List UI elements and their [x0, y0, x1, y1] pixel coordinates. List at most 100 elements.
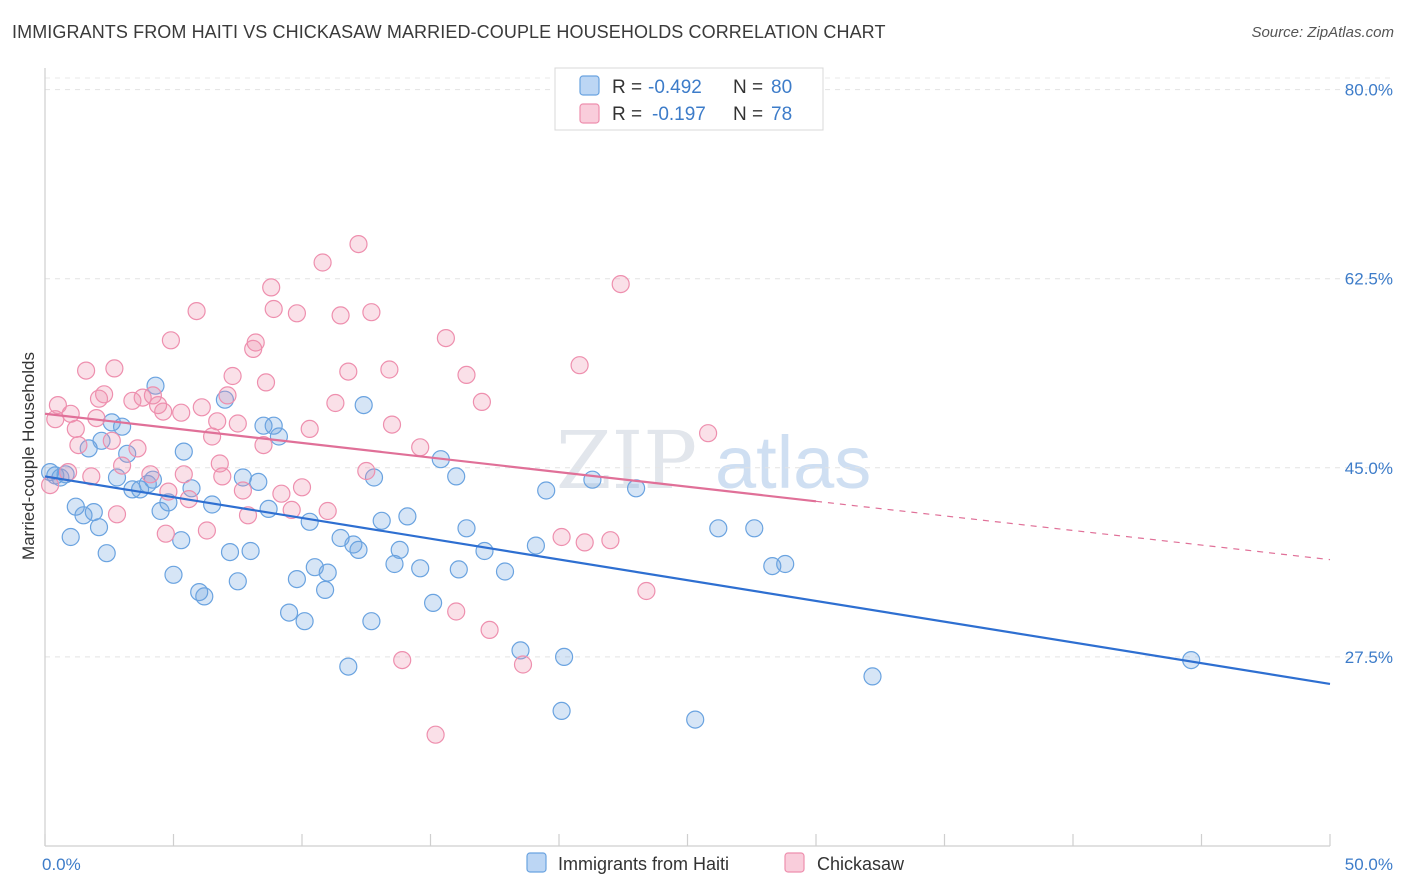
legend-bottom-swatch-haiti	[526, 852, 547, 873]
chickasaw-point-31	[197, 521, 216, 540]
haiti-point-9	[89, 518, 109, 537]
haiti-point-24	[174, 442, 193, 461]
haiti-point-27	[195, 587, 214, 606]
chickasaw-trend-extension	[815, 500, 1331, 561]
chickasaw-point-76	[698, 424, 718, 443]
chickasaw-point-66	[447, 602, 466, 621]
chickasaw-point-17	[128, 439, 147, 458]
haiti-point-34	[249, 472, 268, 491]
chickasaw-point-73	[575, 533, 594, 552]
chickasaw-point-11	[94, 385, 114, 404]
chickasaw-point-71	[552, 527, 571, 547]
haiti-point-35	[254, 416, 273, 435]
chickasaw-point-65	[436, 329, 455, 348]
chickasaw-point-7	[76, 361, 96, 380]
chickasaw-point-75	[637, 581, 656, 601]
haiti-point-54	[385, 554, 404, 574]
haiti-point-36	[259, 499, 278, 518]
trend-lines	[44, 412, 1331, 686]
legend-n-value-chickasaw: 78	[771, 104, 792, 125]
y-axis-label: Married-couple Households	[19, 352, 38, 560]
chickasaw-point-48	[282, 500, 301, 519]
haiti-point-65	[511, 641, 530, 660]
chickasaw-point-44	[256, 373, 276, 392]
y-tick-label-3: 80.0%	[1345, 81, 1393, 100]
haiti-point-4	[61, 527, 80, 547]
haiti-point-66	[526, 536, 546, 555]
haiti-point-58	[424, 593, 443, 613]
chickasaw-point-69	[480, 620, 499, 640]
chickasaw-point-23	[156, 524, 175, 543]
chickasaw-point-25	[161, 331, 180, 350]
chickasaw-trend-line	[44, 412, 817, 503]
x-tick-label-min: 0.0%	[42, 855, 81, 874]
legend-r-value-haiti: -0.492	[648, 77, 702, 98]
chickasaw-point-39	[233, 481, 252, 500]
chickasaw-point-4	[61, 404, 80, 423]
chickasaw-point-20	[143, 386, 162, 405]
legend-n-label-haiti: N =	[733, 77, 763, 98]
chickasaw-point-55	[331, 306, 350, 325]
watermark-atlas: atlas	[715, 421, 871, 504]
haiti-point-39	[280, 603, 299, 622]
chickasaw-point-5	[66, 419, 85, 438]
haiti-point-61	[449, 560, 468, 579]
haiti-point-55	[390, 540, 409, 560]
chickasaw-point-56	[339, 362, 358, 381]
chickasaw-point-49	[287, 304, 306, 323]
chickasaw-point-12	[102, 431, 121, 450]
chickasaw-point-60	[380, 360, 399, 379]
haiti-point-40	[287, 569, 306, 589]
chickasaw-point-27	[174, 465, 193, 484]
legend-r-value-chickasaw: -0.197	[652, 104, 706, 125]
data-points	[40, 235, 1201, 744]
haiti-point-41	[295, 612, 314, 631]
haiti-point-33	[241, 541, 260, 561]
haiti-point-10	[97, 544, 116, 563]
chickasaw-point-64	[426, 725, 445, 744]
legend-bottom-swatch-chickasaw	[784, 852, 805, 873]
chickasaw-point-22	[154, 402, 173, 421]
x-tick-label-max: 50.0%	[1345, 855, 1393, 874]
chickasaw-point-46	[264, 299, 283, 319]
haiti-point-77	[863, 667, 882, 686]
haiti-point-62	[457, 519, 476, 538]
chickasaw-point-54	[326, 393, 345, 413]
legend-top: R = -0.492 N = 80 R = -0.197 N = 78	[554, 67, 824, 131]
haiti-point-22	[164, 565, 183, 584]
legend-n-label-chickasaw: N =	[733, 104, 763, 125]
chickasaw-point-50	[292, 478, 312, 497]
haiti-point-72	[686, 710, 705, 729]
haiti-trend-line	[44, 475, 1331, 686]
haiti-point-50	[354, 396, 373, 415]
chickasaw-point-19	[141, 465, 160, 484]
source-label: Source: ZipAtlas.com	[1251, 24, 1394, 41]
chickasaw-point-58	[357, 461, 376, 481]
haiti-point-68	[552, 701, 571, 721]
chart-title: IMMIGRANTS FROM HAITI VS CHICKASAW MARRI…	[12, 22, 886, 42]
haiti-point-31	[228, 572, 247, 591]
legend-r-label-chickasaw: R =	[612, 104, 642, 125]
chickasaw-point-32	[203, 427, 222, 446]
chickasaw-point-61	[382, 415, 402, 434]
haiti-point-69	[554, 647, 574, 667]
chickasaw-point-30	[192, 398, 211, 417]
haiti-point-14	[118, 444, 137, 463]
chickasaw-point-16	[123, 391, 142, 410]
haiti-point-51	[362, 612, 381, 631]
haiti-point-60	[447, 467, 466, 486]
chickasaw-point-35	[213, 467, 232, 486]
haiti-point-64	[495, 562, 515, 581]
chickasaw-point-63	[411, 438, 430, 457]
haiti-point-57	[411, 559, 430, 578]
chickasaw-point-77	[601, 531, 620, 550]
legend-box	[554, 67, 824, 131]
haiti-point-42	[300, 512, 319, 531]
haiti-point-56	[398, 507, 417, 526]
chickasaw-point-53	[318, 501, 337, 521]
haiti-point-74	[745, 519, 764, 538]
chickasaw-point-14	[107, 505, 127, 524]
legend-n-value-haiti: 80	[771, 77, 792, 98]
chickasaw-point-13	[105, 359, 124, 378]
